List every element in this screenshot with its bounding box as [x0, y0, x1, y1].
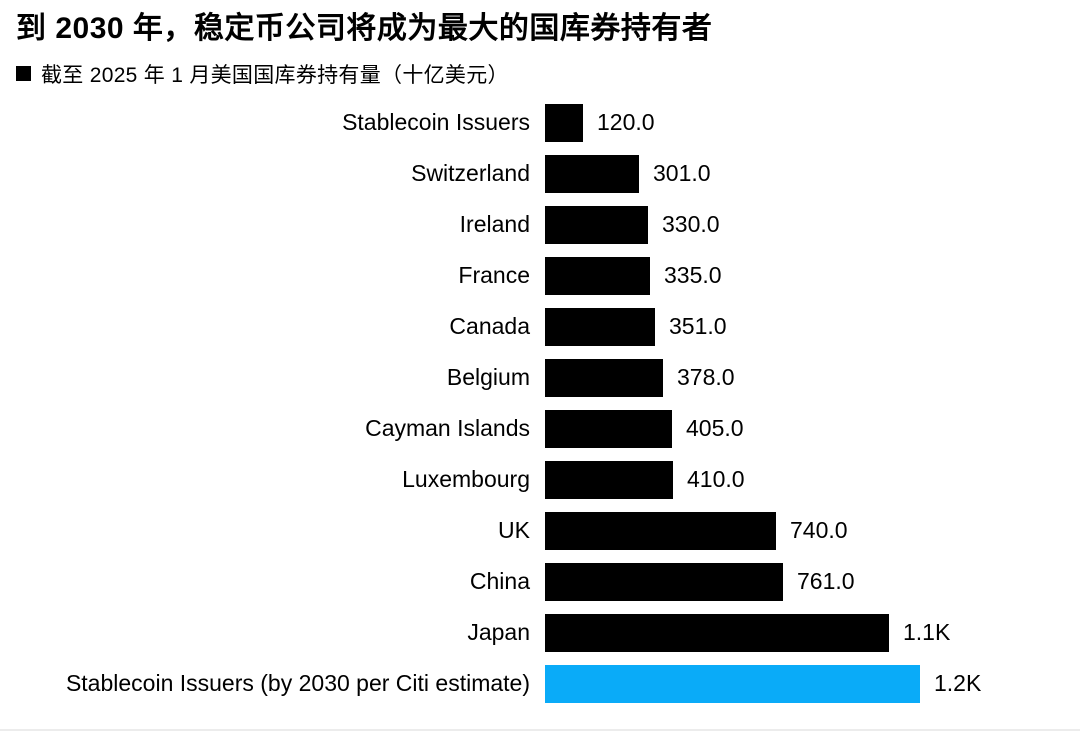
bar-label: Japan	[467, 619, 530, 645]
bar	[545, 460, 673, 499]
bar	[545, 511, 776, 550]
bar-chart: Stablecoin Issuers 120.0 Switzerland 301.0 I…	[16, 103, 1064, 703]
bar	[545, 613, 889, 652]
bar-value: 378.0	[677, 364, 735, 390]
bar-label: France	[458, 262, 530, 288]
bar-label: Belgium	[446, 364, 530, 390]
bar-value: 410.0	[687, 466, 745, 492]
bar	[545, 307, 655, 346]
bar-label: Ireland	[459, 211, 530, 237]
bar-value: 330.0	[662, 211, 720, 237]
legend-square-icon	[16, 66, 31, 81]
bar-value: 301.0	[653, 160, 711, 186]
chart-title: 到 2030 年，稳定币公司将成为最大的国库券持有者	[16, 12, 713, 45]
bar	[545, 154, 639, 193]
bar	[545, 562, 783, 601]
legend: 截至 2025 年 1 月美国国库券持有量（十亿美元）	[16, 61, 1064, 87]
chart-row: France 335.0	[16, 256, 1064, 295]
bar	[545, 664, 920, 703]
bar-label: Stablecoin Issuers	[342, 109, 530, 135]
bar-value: 405.0	[686, 415, 744, 441]
bar	[545, 409, 672, 448]
chart-row: Luxembourg 410.0	[16, 460, 1064, 499]
bar-value: 120.0	[597, 109, 655, 135]
chart-row: Belgium 378.0	[16, 358, 1064, 397]
chart-row: Stablecoin Issuers (by 2030 per Citi est…	[16, 664, 1064, 703]
bar-label: Switzerland	[411, 160, 530, 186]
chart-row: Ireland 330.0	[16, 205, 1064, 244]
bar-value: 351.0	[669, 313, 727, 339]
bar-label: Luxembourg	[402, 466, 530, 492]
bar-label: China	[469, 568, 530, 594]
chart-row: Japan 1.1K	[16, 613, 1064, 652]
bar-value: 1.1K	[903, 619, 951, 645]
bar-value: 740.0	[790, 517, 848, 543]
chart-row: Stablecoin Issuers 120.0	[16, 103, 1064, 142]
chart-row: Canada 351.0	[16, 307, 1064, 346]
bar	[545, 205, 648, 244]
bar	[545, 358, 663, 397]
chart-row: Switzerland 301.0	[16, 154, 1064, 193]
chart-row: UK 740.0	[16, 511, 1064, 550]
bar-value: 1.2K	[934, 670, 982, 696]
bar-value: 335.0	[664, 262, 722, 288]
bar-label: Stablecoin Issuers (by 2030 per Citi est…	[65, 670, 530, 696]
chart-row: Cayman Islands 405.0	[16, 409, 1064, 448]
bar-label: Cayman Islands	[365, 415, 530, 441]
chart-row: China 761.0	[16, 562, 1064, 601]
bar-label: UK	[498, 517, 530, 543]
bar-label: Canada	[449, 313, 530, 339]
bar	[545, 256, 650, 295]
legend-label: 截至 2025 年 1 月美国国库券持有量（十亿美元）	[41, 63, 509, 87]
bar	[545, 103, 583, 142]
bar-value: 761.0	[797, 568, 855, 594]
